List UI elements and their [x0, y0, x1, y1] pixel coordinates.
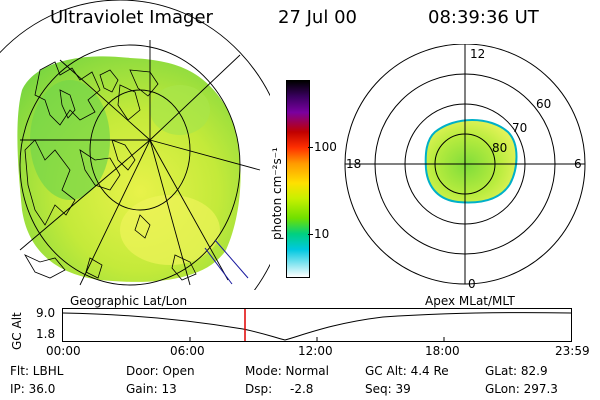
gain-info: Gain: 13 — [126, 382, 177, 396]
time-tick-2359: 23:59 — [555, 344, 590, 358]
polar-grid — [344, 44, 586, 285]
time-tick-0600: 06:00 — [170, 344, 205, 358]
mlt-label-6: 6 — [574, 157, 582, 171]
colorbar — [286, 80, 310, 278]
door-info: Door: Open — [126, 364, 195, 378]
lat-label-70: 70 — [512, 121, 527, 135]
altitude-ymin: 1.8 — [36, 327, 56, 341]
apex-panel-label: Apex MLat/MLT — [425, 294, 515, 308]
coastlines — [24, 61, 197, 281]
mlt-label-12: 12 — [470, 47, 485, 61]
lat-label-60: 60 — [536, 97, 551, 111]
filter-info: Flt: LBHL — [10, 364, 64, 378]
glon-info: GLon: 297.3 — [485, 382, 558, 396]
time-tick-0000: 00:00 — [46, 344, 81, 358]
time-tick-1200: 12:00 — [298, 344, 333, 358]
latlon-grid — [0, 0, 270, 290]
mlt-label-0: 0 — [468, 277, 476, 291]
mode-info: Mode: Normal — [245, 364, 329, 378]
time-label: 08:39:36 UT — [428, 7, 539, 28]
ip-info: IP: 36.0 — [10, 382, 56, 396]
altitude-curve — [63, 312, 571, 341]
colorbar-label-10: 10 — [314, 227, 330, 241]
colorbar-tick-10 — [308, 234, 313, 235]
altitude-ymax: 9.0 — [36, 306, 56, 320]
mlt-label-18: 18 — [346, 157, 361, 171]
altitude-strip — [62, 308, 572, 342]
seq-info: Seq: 39 — [365, 382, 411, 396]
glat-info: GLat: 82.9 — [485, 364, 548, 378]
colorbar-label-100: 100 — [314, 140, 337, 154]
altitude-axis-label: GC Alt — [10, 312, 24, 350]
auroral-oval — [424, 119, 518, 204]
dsp-label: Dsp: — [245, 382, 273, 396]
colorbar-tick-100 — [308, 147, 313, 148]
time-tick-1800: 18:00 — [425, 344, 460, 358]
terminator-lines — [204, 239, 249, 285]
polar-plot: 12 6 0 18 60 70 80 — [344, 44, 586, 291]
lat-label-80: 80 — [492, 141, 507, 155]
colorbar-unit-label: photon cm⁻²s⁻¹ — [270, 147, 284, 240]
geographic-image — [0, 0, 270, 290]
dsp-value: -2.8 — [290, 382, 314, 396]
date-label: 27 Jul 00 — [278, 7, 357, 28]
geographic-panel-label: Geographic Lat/Lon — [70, 294, 188, 308]
gc-alt-info: GC Alt: 4.4 Re — [365, 364, 449, 378]
instrument-title: Ultraviolet Imager — [50, 7, 213, 28]
